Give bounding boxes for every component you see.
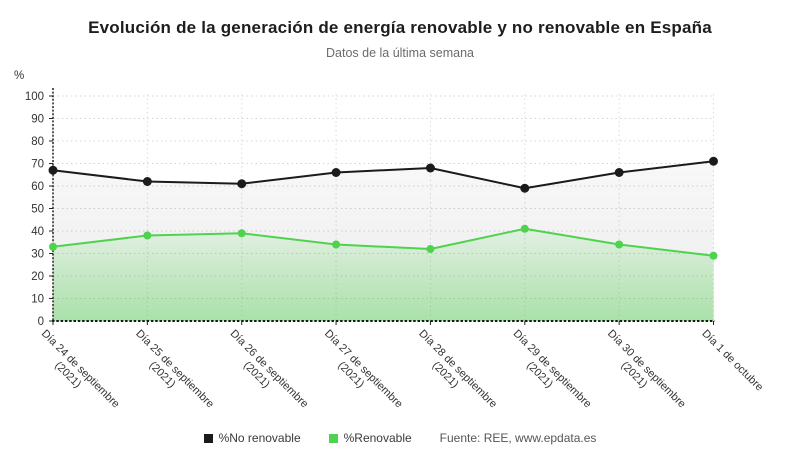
point-s0-2[interactable] bbox=[237, 179, 247, 189]
point-s0-4[interactable] bbox=[425, 163, 435, 173]
x-tick-label-1: Día 25 de septiembre(2021) bbox=[124, 328, 216, 420]
source-credit: Fuente: REE, www.epdata.es bbox=[439, 431, 597, 445]
point-s1-4[interactable] bbox=[426, 245, 435, 253]
point-s1-1[interactable] bbox=[143, 231, 152, 240]
legend-swatch-1 bbox=[328, 433, 338, 443]
point-s0-1[interactable] bbox=[142, 177, 152, 186]
point-s0-6[interactable] bbox=[614, 168, 624, 177]
x-tick-label-5: Día 29 de septiembre(2021) bbox=[501, 328, 593, 420]
legend-label-0: %No renovable bbox=[218, 431, 301, 445]
y-tick-label: 100 bbox=[25, 91, 44, 103]
y-tick-label: 20 bbox=[31, 271, 44, 283]
y-tick-label: 40 bbox=[31, 226, 44, 238]
y-tick-label: 30 bbox=[31, 249, 44, 261]
y-tick-label: 50 bbox=[31, 204, 44, 216]
point-s0-5[interactable] bbox=[520, 183, 530, 193]
point-s0-0[interactable] bbox=[48, 165, 58, 175]
point-s1-6[interactable] bbox=[615, 240, 624, 249]
x-tick-label-6: Día 30 de septiembre(2021) bbox=[596, 328, 688, 420]
legend-item-1[interactable]: %Renovable bbox=[328, 431, 412, 445]
point-s1-7[interactable] bbox=[709, 251, 718, 260]
y-tick-label: 0 bbox=[38, 316, 44, 328]
point-s1-3[interactable] bbox=[332, 240, 341, 249]
x-tick-label-2: Día 26 de septiembre(2021) bbox=[218, 328, 310, 420]
point-s0-3[interactable] bbox=[331, 168, 341, 177]
point-s1-2[interactable] bbox=[237, 229, 246, 238]
series-area-1 bbox=[53, 228, 714, 321]
y-tick-label: 10 bbox=[31, 294, 44, 306]
y-tick-label: 90 bbox=[31, 114, 44, 126]
chart-title: Evolución de la generación de energía re… bbox=[88, 18, 712, 37]
legend: %No renovable %Renovable Fuente: REE, www.… bbox=[0, 431, 800, 445]
y-axis-unit: % bbox=[14, 70, 24, 82]
x-tick-label-4: Día 28 de septiembre(2021) bbox=[407, 328, 499, 420]
y-tick-label: 80 bbox=[31, 136, 44, 148]
point-s0-7[interactable] bbox=[709, 156, 718, 166]
series-line-0 bbox=[52, 160, 714, 190]
legend-label-1: %Renovable bbox=[343, 431, 412, 445]
x-tick-label-7: Día 1 de octubre bbox=[699, 328, 765, 394]
y-tick-label: 60 bbox=[31, 181, 44, 193]
axes bbox=[49, 88, 715, 325]
x-tick-label-0: Día 24 de septiembre(2021) bbox=[30, 328, 122, 420]
point-s1-0[interactable] bbox=[49, 242, 57, 251]
chart-subtitle: Datos de la última semana bbox=[326, 46, 474, 60]
point-s1-5[interactable] bbox=[520, 224, 529, 233]
x-tick-label-3: Día 27 de septiembre(2021) bbox=[313, 328, 405, 420]
y-tick-label: 70 bbox=[31, 159, 44, 171]
legend-swatch-0 bbox=[203, 433, 213, 443]
legend-item-0[interactable]: %No renovable bbox=[203, 431, 301, 445]
y-axis-labels: 0 10 20 30 40 50 60 70 80 90 100% bbox=[14, 70, 44, 328]
x-axis-labels: Día 24 de septiembre(2021) Día 25 de sept… bbox=[30, 328, 766, 420]
series-line-1 bbox=[52, 227, 714, 257]
